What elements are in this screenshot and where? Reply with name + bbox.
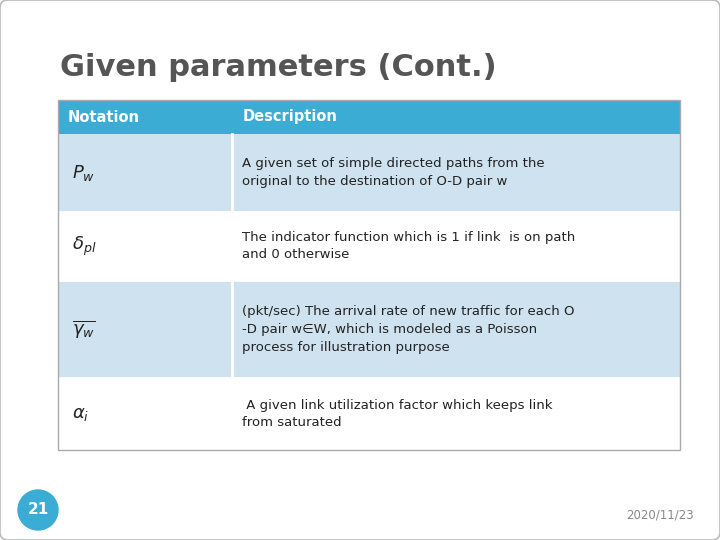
Bar xyxy=(58,100,680,134)
Bar xyxy=(58,134,680,212)
Text: Notation: Notation xyxy=(68,110,140,125)
Text: A given set of simple directed paths from the
original to the destination of O-D: A given set of simple directed paths fro… xyxy=(242,158,545,188)
Text: $\overline{\gamma_w}$: $\overline{\gamma_w}$ xyxy=(72,318,96,340)
Text: 21: 21 xyxy=(27,503,49,517)
Text: $P_w$: $P_w$ xyxy=(72,163,95,183)
Bar xyxy=(58,378,680,450)
Text: A given link utilization factor which keeps link
from saturated: A given link utilization factor which ke… xyxy=(242,399,553,429)
Text: $\alpha_i$: $\alpha_i$ xyxy=(72,405,89,423)
Circle shape xyxy=(18,490,58,530)
Text: (pkt/sec) The arrival rate of new traffic for each O
-D pair w∈W, which is model: (pkt/sec) The arrival rate of new traffi… xyxy=(242,305,575,354)
Bar xyxy=(58,280,680,378)
Text: The indicator function which is 1 if link  is on path
and 0 otherwise: The indicator function which is 1 if lin… xyxy=(242,231,575,261)
Text: 2020/11/23: 2020/11/23 xyxy=(626,509,694,522)
Bar xyxy=(58,100,680,450)
Text: Description: Description xyxy=(242,110,337,125)
Bar xyxy=(58,212,680,280)
Text: $\delta_{pl}$: $\delta_{pl}$ xyxy=(72,234,96,258)
Text: Given parameters (Cont.): Given parameters (Cont.) xyxy=(60,53,497,83)
